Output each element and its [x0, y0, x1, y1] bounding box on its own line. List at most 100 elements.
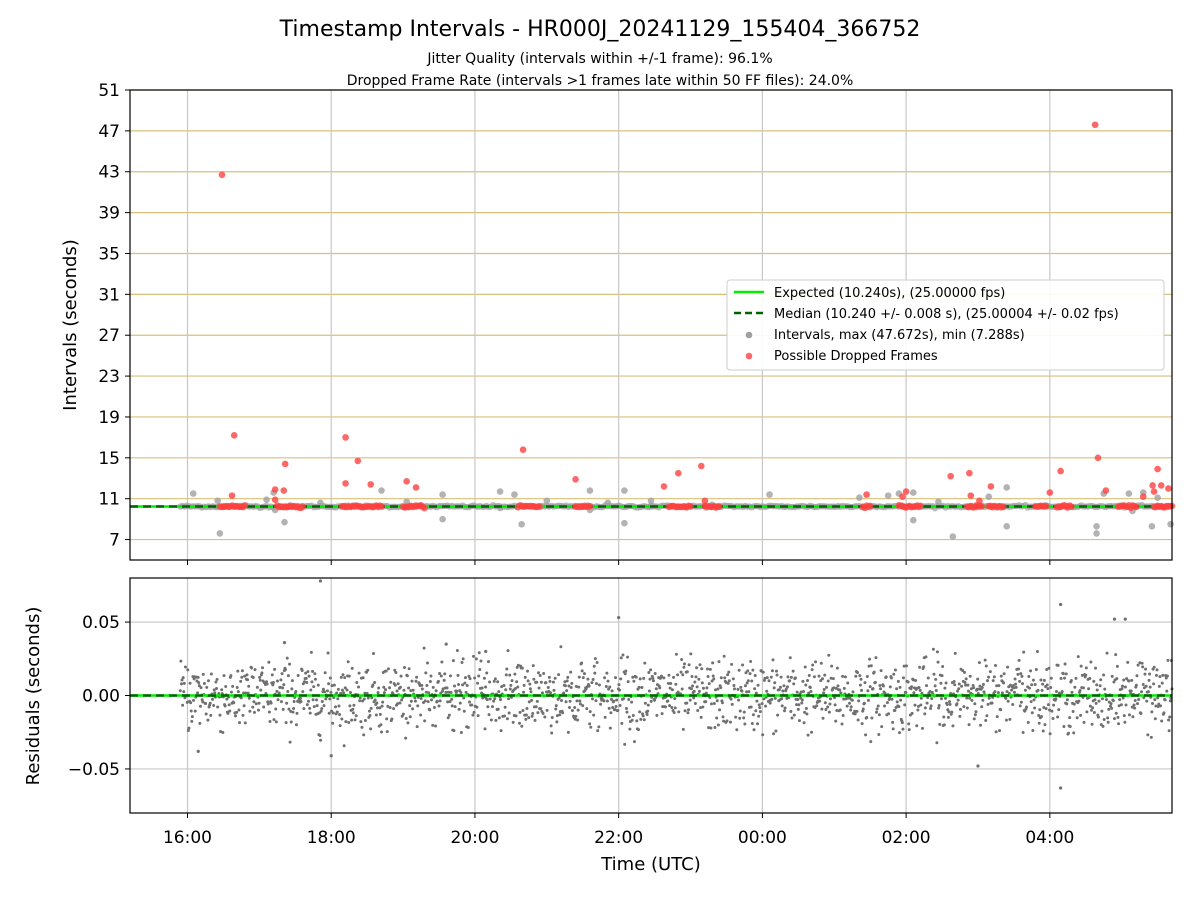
residual-point	[926, 696, 930, 700]
residual-point	[906, 680, 910, 684]
residual-point	[668, 704, 672, 708]
residual-point	[934, 689, 938, 693]
residual-point	[624, 706, 628, 710]
residual-point	[1114, 653, 1118, 657]
residual-point	[486, 660, 490, 664]
residual-point	[451, 659, 455, 663]
residual-point	[947, 710, 951, 714]
residual-point	[750, 679, 754, 683]
residual-point	[694, 675, 698, 679]
residual-point	[605, 671, 609, 675]
residual-point	[1035, 650, 1039, 654]
dropped-frame-point	[1057, 467, 1064, 475]
residual-point	[774, 729, 778, 733]
residual-point	[780, 697, 784, 701]
residual-point	[651, 679, 655, 683]
dropped-frame-point	[967, 492, 975, 499]
residual-point	[977, 661, 981, 665]
residual-point	[536, 671, 540, 675]
residual-point	[576, 708, 580, 712]
residual-point	[502, 684, 506, 688]
residual-point	[265, 682, 269, 686]
legend: Expected (10.240s), (25.00000 fps) Media…	[726, 279, 1165, 371]
residual-point	[309, 688, 313, 692]
residual-point	[889, 676, 893, 680]
residual-point	[823, 701, 827, 705]
residual-point	[1013, 677, 1017, 681]
residual-point	[482, 676, 486, 680]
residual-point	[229, 690, 233, 694]
residual-point	[285, 701, 289, 705]
residual-point	[462, 696, 466, 700]
residual-point	[279, 700, 283, 704]
residual-point	[182, 681, 186, 685]
interval-point	[909, 516, 917, 524]
residual-point	[645, 713, 649, 717]
residual-point	[681, 727, 685, 731]
residual-point	[866, 698, 870, 702]
residual-point	[343, 686, 347, 690]
residual-point	[618, 688, 622, 692]
residual-point	[1160, 719, 1164, 723]
residual-point	[465, 684, 469, 688]
residual-point	[447, 690, 451, 694]
residual-point	[1065, 698, 1069, 702]
residual-point	[662, 676, 666, 680]
residual-point	[324, 697, 328, 701]
residual-point	[381, 700, 385, 704]
residual-point	[292, 699, 296, 703]
residual-point	[236, 690, 240, 694]
residual-point	[625, 710, 629, 714]
residual-point	[373, 698, 377, 702]
residual-point	[957, 682, 961, 686]
chart-title: Timestamp Intervals - HR000J_20241129_15…	[279, 17, 921, 42]
residual-point	[509, 683, 513, 687]
residual-point	[1037, 721, 1041, 725]
dropped-frame-point	[966, 469, 973, 477]
residual-point	[453, 684, 457, 688]
x-tick-label: 02:00	[882, 828, 931, 848]
residual-point	[247, 684, 251, 688]
residual-point	[814, 660, 818, 664]
residual-point	[618, 704, 622, 708]
interval-point	[621, 519, 628, 527]
residual-point	[535, 699, 539, 703]
residual-point	[591, 677, 595, 681]
residual-point	[232, 701, 236, 705]
residual-point	[524, 713, 528, 717]
residual-point	[497, 690, 501, 694]
residual-point	[693, 680, 697, 684]
residual-point	[190, 719, 194, 723]
residual-point	[912, 691, 916, 695]
residual-point	[1090, 708, 1094, 712]
residual-point	[530, 698, 534, 702]
residual-point	[1097, 699, 1101, 703]
residual-point	[541, 712, 545, 716]
residual-point	[1126, 660, 1130, 664]
residual-point	[337, 704, 341, 708]
residual-point	[1155, 668, 1159, 672]
residual-point	[695, 685, 699, 689]
residual-point	[404, 736, 408, 740]
residual-point	[746, 679, 750, 683]
residual-point	[680, 657, 684, 661]
residual-point	[440, 660, 444, 664]
residual-point	[273, 667, 277, 671]
legend-intervals-label: Intervals, max (47.672s), min (7.288s)	[774, 328, 1025, 343]
residual-point	[986, 702, 990, 706]
residual-point	[574, 714, 578, 718]
residual-point	[222, 674, 226, 678]
residual-point	[279, 678, 283, 682]
residual-point	[528, 682, 532, 686]
interval-point	[935, 498, 942, 506]
residual-point	[1102, 717, 1106, 721]
residual-point	[653, 671, 657, 675]
residual-point	[540, 691, 544, 695]
residual-point	[312, 685, 316, 689]
residual-point	[215, 677, 219, 681]
residual-point	[460, 661, 464, 665]
residual-point	[940, 674, 944, 678]
residual-point	[1051, 717, 1055, 721]
dropped-frame-point	[1102, 487, 1110, 494]
residual-point	[904, 690, 908, 694]
